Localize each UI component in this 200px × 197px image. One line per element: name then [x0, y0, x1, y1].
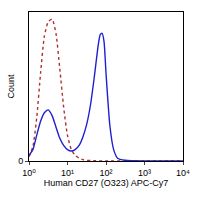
- svg-text:0: 0: [18, 156, 23, 166]
- svg-text:10⁰: 10⁰: [22, 168, 36, 178]
- svg-text:10¹: 10¹: [61, 168, 74, 178]
- svg-text:Human CD27 (O323) APC-Cy7: Human CD27 (O323) APC-Cy7: [44, 178, 169, 188]
- svg-text:10²: 10²: [99, 168, 112, 178]
- svg-text:10⁴: 10⁴: [176, 168, 190, 178]
- svg-text:Count: Count: [6, 74, 16, 99]
- svg-text:10³: 10³: [138, 168, 151, 178]
